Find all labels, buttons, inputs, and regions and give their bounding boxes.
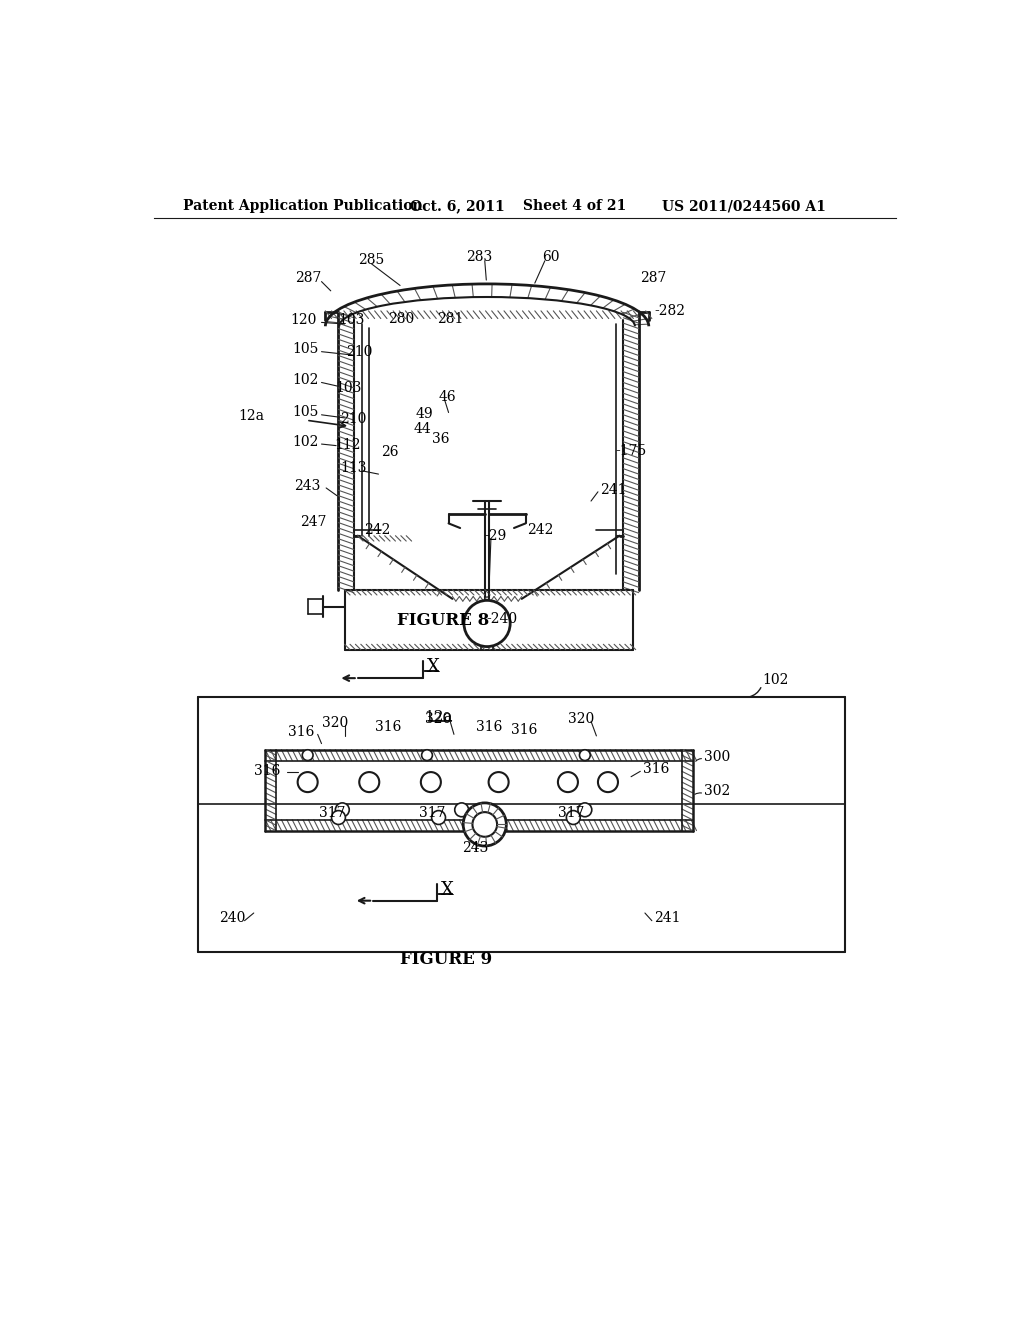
Text: -282: -282: [654, 304, 685, 318]
Text: 102: 102: [762, 673, 788, 688]
Text: 12a: 12a: [424, 710, 453, 723]
Circle shape: [359, 772, 379, 792]
Text: 49: 49: [416, 407, 433, 421]
Circle shape: [580, 750, 590, 760]
Text: 210: 210: [346, 346, 373, 359]
Text: 46: 46: [438, 391, 456, 404]
Text: 60: 60: [542, 249, 559, 264]
Text: -29: -29: [484, 529, 507, 543]
Circle shape: [421, 772, 441, 792]
Text: 316: 316: [289, 725, 314, 739]
Text: 102: 102: [292, 374, 318, 387]
Text: 300: 300: [705, 751, 730, 764]
Text: 287: 287: [295, 271, 321, 285]
Text: 320: 320: [568, 711, 594, 726]
Text: 103: 103: [339, 313, 365, 327]
Text: 105: 105: [292, 405, 318, 420]
Text: 103: 103: [336, 381, 361, 395]
Text: 317: 317: [558, 807, 585, 820]
Circle shape: [464, 601, 510, 647]
Circle shape: [298, 772, 317, 792]
Circle shape: [432, 810, 445, 825]
Circle shape: [463, 803, 506, 846]
Circle shape: [566, 810, 581, 825]
Text: 316: 316: [254, 763, 281, 777]
Circle shape: [302, 750, 313, 760]
Text: -240: -240: [486, 612, 517, 626]
Text: X: X: [441, 880, 454, 899]
Text: 287: 287: [640, 271, 667, 285]
Text: 241: 241: [600, 483, 627, 496]
Text: 317: 317: [419, 807, 445, 820]
Text: FIGURE 9: FIGURE 9: [400, 950, 493, 968]
Text: 320: 320: [322, 715, 348, 730]
Text: 243: 243: [294, 479, 321, 492]
Text: 105: 105: [292, 342, 318, 356]
Text: 26: 26: [381, 445, 398, 459]
Text: 281: 281: [437, 312, 464, 326]
Text: 120: 120: [291, 313, 317, 327]
Text: -175: -175: [615, 444, 647, 458]
Text: 36: 36: [432, 432, 450, 446]
Text: 302: 302: [705, 784, 730, 799]
Circle shape: [558, 772, 578, 792]
Circle shape: [332, 810, 345, 825]
Text: 283: 283: [466, 249, 493, 264]
Circle shape: [488, 772, 509, 792]
Circle shape: [455, 803, 469, 817]
Text: 112: 112: [334, 438, 360, 451]
Text: 316: 316: [475, 719, 502, 734]
Text: 247: 247: [300, 515, 327, 529]
Text: 243: 243: [462, 841, 488, 854]
Text: 210: 210: [340, 412, 367, 425]
Text: 320: 320: [425, 711, 451, 726]
Text: X: X: [427, 659, 440, 676]
Text: US 2011/0244560 A1: US 2011/0244560 A1: [662, 199, 825, 213]
Text: 317: 317: [319, 807, 346, 820]
Circle shape: [578, 803, 592, 817]
Circle shape: [598, 772, 617, 792]
Text: 316: 316: [511, 723, 538, 737]
Circle shape: [336, 803, 349, 817]
Text: 242: 242: [364, 523, 390, 536]
Text: 285: 285: [358, 253, 385, 267]
Circle shape: [422, 750, 432, 760]
Text: 102: 102: [292, 434, 318, 449]
Text: Patent Application Publication: Patent Application Publication: [183, 199, 423, 213]
Text: Oct. 6, 2011: Oct. 6, 2011: [410, 199, 505, 213]
Text: Sheet 4 of 21: Sheet 4 of 21: [523, 199, 627, 213]
Text: 12a: 12a: [239, 409, 264, 424]
Text: 44: 44: [414, 422, 432, 437]
Text: 240: 240: [219, 911, 246, 925]
Text: 316: 316: [643, 762, 669, 776]
Text: 280: 280: [388, 312, 415, 326]
Text: 113: 113: [340, 461, 367, 475]
Text: FIGURE 8: FIGURE 8: [397, 612, 489, 628]
Text: 242: 242: [527, 523, 554, 536]
Circle shape: [472, 812, 497, 837]
Text: 316: 316: [376, 719, 401, 734]
Text: 241: 241: [654, 911, 681, 925]
